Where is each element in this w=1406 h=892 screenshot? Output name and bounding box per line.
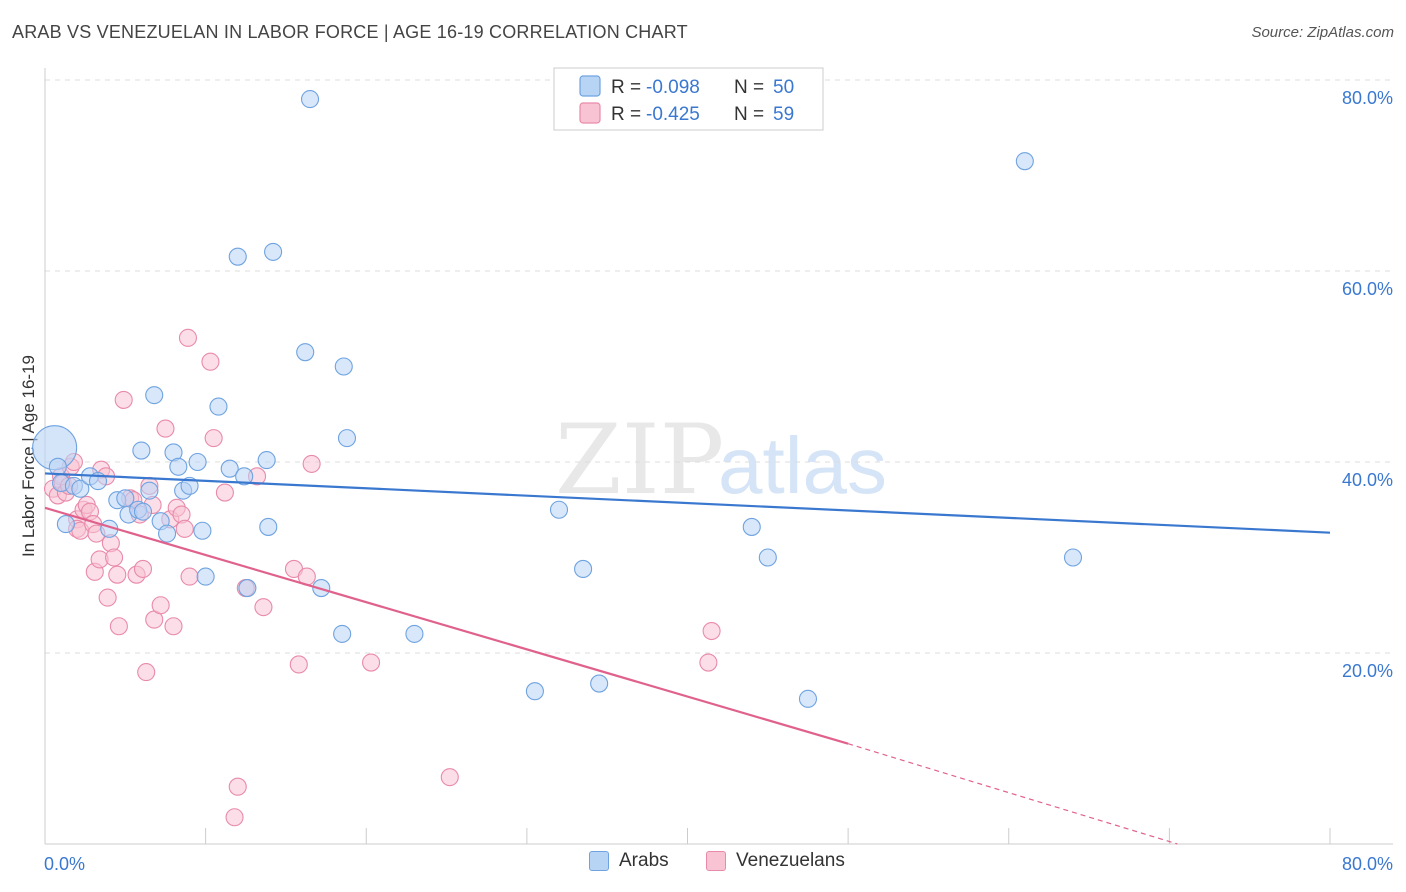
- y-tick-labels: 20.0% 40.0% 60.0% 80.0%: [1342, 88, 1393, 681]
- arab-point[interactable]: [337, 429, 357, 448]
- venezuelan-point[interactable]: [178, 328, 198, 347]
- venezuelan-point[interactable]: [201, 352, 220, 371]
- arabs-trend-line: [44, 472, 1331, 534]
- legend-ven-n-value: 59: [773, 104, 794, 125]
- legend-arab-r-label: R =: [611, 77, 641, 98]
- arab-point[interactable]: [296, 343, 315, 362]
- legend-bottom: Arabs Venezuelans: [0, 850, 1406, 880]
- arabs-swatch: [589, 851, 609, 871]
- chart-title: ARAB VS VENEZUELAN IN LABOR FORCE | AGE …: [12, 22, 688, 42]
- venezuelan-point[interactable]: [175, 519, 194, 538]
- x-tick-label-min: 0.0%: [44, 854, 85, 874]
- venezuelan-point[interactable]: [699, 653, 718, 672]
- y-tick-label: 80.0%: [1342, 88, 1393, 108]
- arab-point[interactable]: [140, 481, 159, 500]
- x-tick-label-max: 80.0%: [1342, 854, 1393, 874]
- legend-label-arabs: Arabs: [619, 850, 669, 871]
- arab-point[interactable]: [145, 386, 164, 405]
- venezuelan-point[interactable]: [225, 808, 244, 827]
- arab-point[interactable]: [590, 674, 609, 693]
- legend-top: R = -0.098 N = 50 R = -0.425 N = 59: [553, 67, 824, 131]
- y-tick-label: 20.0%: [1342, 661, 1393, 681]
- venezuelan-point[interactable]: [98, 588, 117, 607]
- venezuelan-point[interactable]: [440, 768, 459, 787]
- arab-point[interactable]: [133, 502, 153, 521]
- watermark-atlas: atlas: [718, 421, 887, 510]
- arab-point[interactable]: [1063, 548, 1083, 567]
- arab-point[interactable]: [574, 559, 593, 579]
- arab-point[interactable]: [405, 624, 424, 643]
- venezuelan-point[interactable]: [204, 429, 223, 448]
- legend-arab-swatch: [579, 75, 601, 97]
- venezuelan-point[interactable]: [215, 483, 234, 502]
- y-tick-label: 60.0%: [1342, 279, 1393, 299]
- legend-arab-n-value: 50: [773, 77, 794, 98]
- y-axis-label: In Labor Force | Age 16-19: [19, 355, 38, 557]
- venezuelans-trend-line: [44, 506, 849, 745]
- arab-point[interactable]: [1015, 152, 1034, 171]
- arabs-points: [32, 90, 1083, 708]
- venezuelan-point[interactable]: [108, 565, 127, 584]
- legend-ven-r-label: R =: [611, 104, 641, 125]
- venezuelan-point[interactable]: [302, 454, 321, 473]
- venezuelan-point[interactable]: [254, 598, 273, 617]
- legend-arab-r-value: -0.098: [646, 77, 700, 98]
- legend-arab-n-label: N =: [734, 77, 764, 98]
- arab-point[interactable]: [56, 515, 75, 534]
- venezuelan-point[interactable]: [137, 663, 156, 682]
- arab-point[interactable]: [257, 451, 276, 470]
- arab-point[interactable]: [334, 357, 353, 376]
- legend-label-venezuelans: Venezuelans: [736, 850, 845, 871]
- arab-point[interactable]: [525, 682, 544, 701]
- arab-point[interactable]: [333, 624, 352, 643]
- venezuelan-point[interactable]: [114, 390, 133, 409]
- venezuelan-point[interactable]: [133, 559, 153, 579]
- arab-point[interactable]: [188, 452, 207, 472]
- arab-point[interactable]: [196, 567, 215, 586]
- arab-point[interactable]: [798, 689, 818, 708]
- venezuelan-point[interactable]: [151, 596, 170, 615]
- arab-point[interactable]: [158, 524, 177, 543]
- venezuelan-point[interactable]: [109, 617, 128, 636]
- y-tick-label: 40.0%: [1342, 470, 1393, 490]
- venezuelan-point[interactable]: [289, 655, 308, 674]
- arab-point[interactable]: [132, 441, 151, 460]
- venezuelans-trend-extension: [847, 743, 1178, 845]
- arab-point[interactable]: [193, 521, 212, 540]
- arab-point[interactable]: [220, 459, 239, 478]
- legend-ven-n-label: N =: [734, 104, 764, 125]
- trend-lines: [44, 472, 1331, 845]
- legend-ven-swatch: [579, 102, 601, 124]
- venezuelan-point[interactable]: [105, 548, 124, 567]
- arab-point[interactable]: [209, 397, 228, 416]
- arab-point[interactable]: [758, 548, 777, 567]
- venezuelan-point[interactable]: [702, 621, 721, 641]
- arab-point[interactable]: [300, 90, 320, 109]
- venezuelan-point[interactable]: [362, 653, 381, 672]
- venezuelan-point[interactable]: [156, 419, 175, 438]
- arab-point[interactable]: [180, 476, 199, 495]
- arab-point[interactable]: [235, 467, 254, 486]
- arab-point[interactable]: [259, 517, 278, 536]
- arab-point[interactable]: [71, 479, 90, 498]
- venezuelan-point[interactable]: [228, 777, 247, 796]
- arab-point[interactable]: [169, 457, 188, 476]
- source-label: Source: ZipAtlas.com: [1251, 24, 1394, 41]
- arab-point[interactable]: [742, 517, 761, 536]
- venezuelan-point[interactable]: [180, 567, 199, 586]
- x-axis-ticks: [44, 828, 1331, 844]
- arab-point[interactable]: [549, 500, 569, 519]
- legend-ven-r-value: -0.425: [646, 104, 700, 125]
- legend-item-arabs[interactable]: Arabs: [589, 850, 669, 872]
- arab-point[interactable]: [238, 579, 257, 598]
- venezuelan-point[interactable]: [164, 617, 183, 636]
- legend-item-venezuelans[interactable]: Venezuelans: [706, 850, 845, 872]
- venezuelans-swatch: [706, 851, 726, 871]
- arab-point[interactable]: [228, 247, 247, 266]
- arab-point[interactable]: [264, 242, 283, 261]
